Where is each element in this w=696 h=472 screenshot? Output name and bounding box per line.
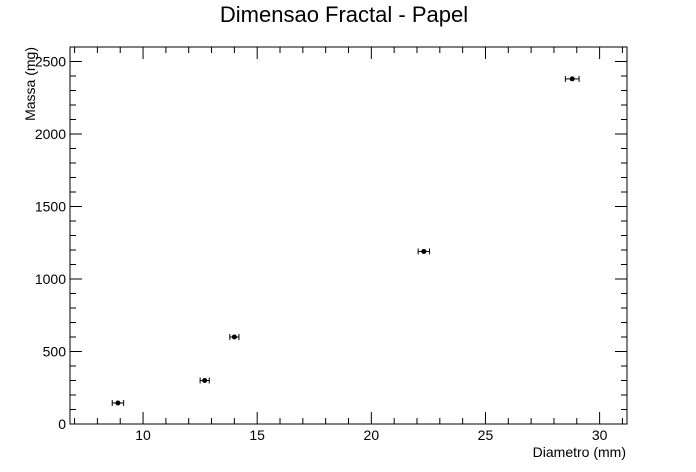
y-tick-label: 500 (43, 344, 67, 360)
data-point-group (417, 248, 431, 255)
data-point (569, 76, 575, 82)
data-point-group (111, 399, 125, 406)
chart-title: Dimensao Fractal - Papel (220, 2, 468, 27)
y-tick-label: 2500 (35, 54, 66, 70)
y-tick-label: 1500 (35, 199, 66, 215)
x-tick-label: 20 (364, 427, 380, 443)
data-point (115, 400, 121, 406)
y-tick-label: 0 (58, 416, 66, 432)
x-tick-label: 10 (135, 427, 151, 443)
x-tick-label: 15 (249, 427, 265, 443)
data-point-group (199, 377, 210, 384)
x-tick-label: 30 (592, 427, 608, 443)
axis-ticks: 10 15 20 25 30 0 500 1000 1500 2000 2500 (35, 46, 627, 443)
data-point-group (564, 75, 580, 82)
x-tick-label: 25 (478, 427, 494, 443)
x-axis-label: Diametro (mm) (533, 444, 626, 460)
plot-frame (69, 46, 628, 425)
data-points (111, 75, 580, 406)
y-tick-label: 1000 (35, 271, 66, 287)
data-point (231, 334, 237, 340)
data-point (421, 248, 427, 254)
y-axis-label: Massa (mg) (22, 47, 38, 121)
y-tick-label: 2000 (35, 126, 66, 142)
data-point (202, 378, 208, 383)
data-point-group (229, 334, 240, 340)
